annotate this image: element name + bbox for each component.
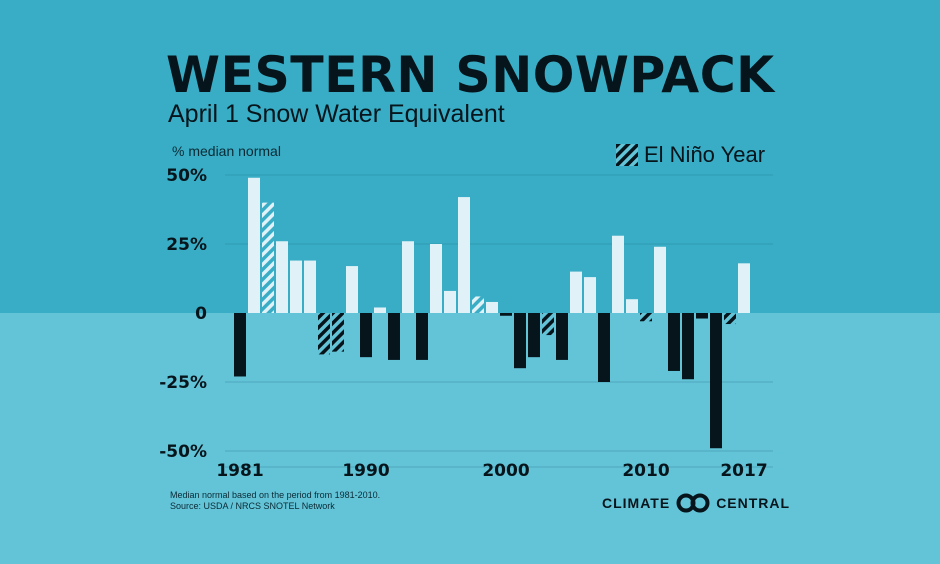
bar-2013: [682, 313, 694, 380]
legend-label: El Niño Year: [644, 142, 766, 167]
bar-2008: [612, 235, 624, 313]
bar-1995: [430, 244, 442, 313]
y-tick-label: 50%: [166, 166, 207, 186]
climate-central-logo: CLIMATE CENTRAL: [602, 493, 790, 513]
bar-1997: [458, 197, 470, 313]
bar-1984: [276, 241, 288, 313]
bar-2003-el-nino: [542, 313, 554, 336]
bar-2014: [696, 313, 708, 319]
bar-1982: [248, 177, 260, 313]
bar-2009: [626, 299, 638, 313]
y-tick-label: 0: [195, 304, 207, 324]
bar-2015: [710, 313, 722, 449]
bar-1989: [346, 266, 358, 313]
bar-1996: [444, 290, 456, 313]
y-axis-label: % median normal: [172, 143, 281, 159]
bar-2002: [528, 313, 540, 358]
footnote: Median normal based on the period from 1…: [170, 490, 380, 512]
bar-2012: [668, 313, 680, 371]
bar-2000: [500, 313, 512, 316]
bar-1987-el-nino: [318, 313, 330, 355]
hatch-swatch-icon: [616, 144, 638, 166]
bar-1991: [374, 307, 386, 313]
bar-1988-el-nino: [332, 313, 344, 352]
x-tick-label: 2010: [622, 461, 669, 481]
y-tick-label: 25%: [166, 235, 207, 255]
bar-1983-el-nino: [262, 202, 274, 313]
background-bottom: [0, 313, 940, 564]
bar-2017: [738, 263, 750, 313]
logo-text-left: CLIMATE: [602, 495, 671, 511]
bar-1999: [486, 301, 498, 313]
bar-1992: [388, 313, 400, 360]
x-tick-label: 1981: [216, 461, 263, 481]
x-tick-label: 2000: [482, 461, 529, 481]
bar-2011: [654, 246, 666, 313]
x-tick-label: 2017: [720, 461, 767, 481]
bar-1990: [360, 313, 372, 358]
logo-rings-icon: [676, 493, 710, 513]
bar-1981: [234, 313, 246, 377]
bar-1985: [290, 260, 302, 313]
bar-1986: [304, 260, 316, 313]
bar-2007: [598, 313, 610, 382]
bar-2005: [570, 271, 582, 313]
bar-1994: [416, 313, 428, 360]
chart-subtitle: April 1 Snow Water Equivalent: [168, 100, 505, 128]
bar-1998-el-nino: [472, 296, 484, 313]
bar-2004: [556, 313, 568, 360]
y-tick-label: -25%: [159, 373, 207, 393]
bar-2006: [584, 277, 596, 313]
logo-text-right: CENTRAL: [716, 495, 791, 511]
legend: El Niño Year: [616, 142, 765, 168]
bar-2010-el-nino: [640, 313, 652, 322]
chart-title: WESTERN SNOWPACK: [166, 46, 775, 104]
x-tick-label: 1990: [342, 461, 389, 481]
bar-1993: [402, 241, 414, 313]
footnote-median: Median normal based on the period from 1…: [170, 490, 381, 500]
bar-2001: [514, 313, 526, 369]
y-tick-label: -50%: [159, 442, 207, 462]
footnote-source: Source: USDA / NRCS SNOTEL Network: [170, 501, 335, 511]
bar-2016-el-nino: [724, 313, 736, 325]
